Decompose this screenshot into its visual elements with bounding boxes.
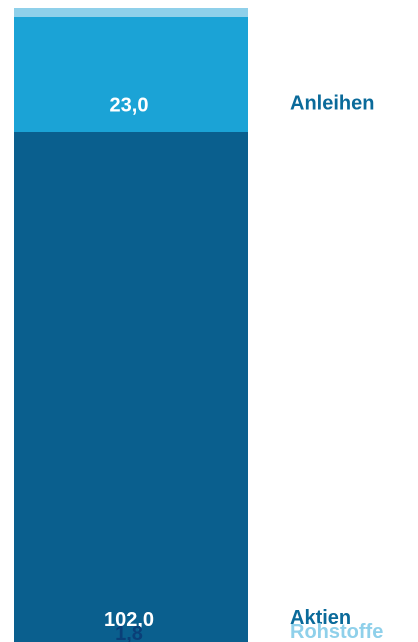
- value-label-anleihen: 23,0: [110, 94, 149, 116]
- series-label-anleihen: Anleihen: [290, 92, 374, 114]
- value-label-rohstoffe: 1,8: [115, 623, 143, 642]
- value-label-aktien: 102,0: [104, 609, 154, 631]
- bar-segment-aktien: [14, 132, 248, 642]
- bar-segments: [14, 8, 248, 642]
- bar-segment-rohstoffe: [14, 8, 248, 17]
- series-labels: Aktien Anleihen Rohstoffe: [290, 92, 383, 642]
- series-label-aktien: Aktien: [290, 607, 351, 629]
- series-label-rohstoffe: Rohstoffe: [290, 621, 383, 642]
- bar-segment-anleihen: [14, 17, 248, 132]
- value-labels: 102,0 23,0 1,8: [104, 94, 154, 642]
